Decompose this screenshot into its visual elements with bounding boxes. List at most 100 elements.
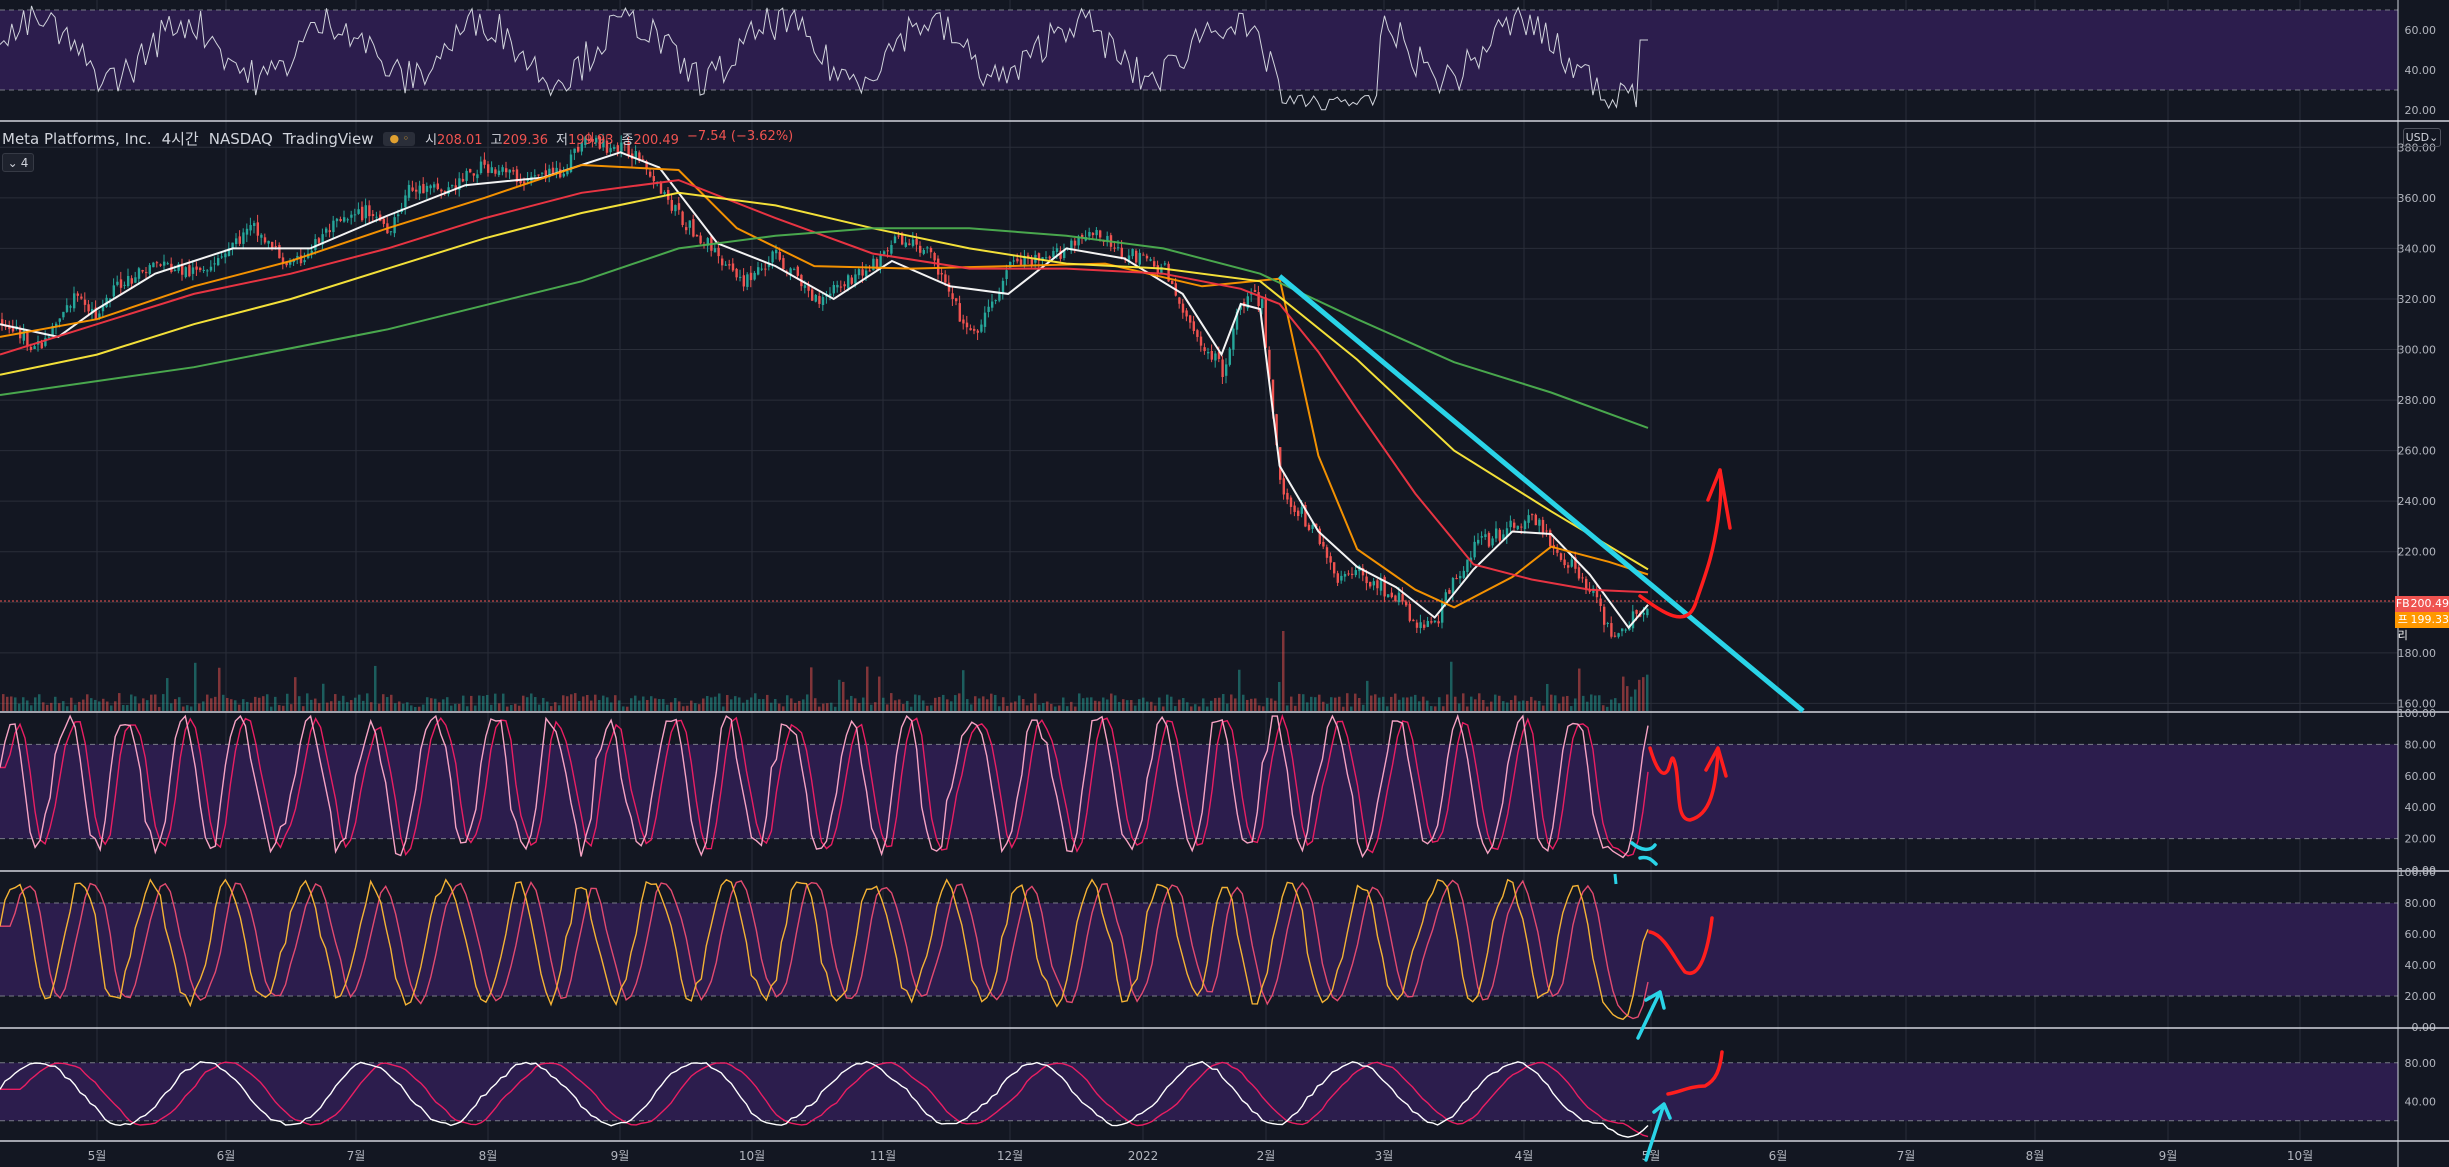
x-axis-tick-label: 5월 (88, 1149, 107, 1163)
cyan-arrow-annotation (1636, 990, 1666, 1040)
candle-body (1145, 255, 1149, 259)
candle-body (789, 268, 792, 274)
volume-bar (510, 705, 513, 711)
candle-body (271, 241, 274, 248)
volume-bar (390, 694, 393, 711)
volume-bar (1406, 697, 1409, 711)
symbol-name[interactable]: Meta Platforms, Inc. (2, 129, 152, 148)
candle-body (955, 298, 958, 302)
volume-bar (1478, 693, 1481, 711)
volume-bar (198, 703, 201, 711)
interval-label[interactable]: 4시간 (161, 130, 199, 148)
volume-bar (1386, 706, 1389, 711)
x-axis-tick-label: 4월 (1515, 1149, 1534, 1163)
candle-body (1261, 299, 1264, 309)
volume-bar (1614, 698, 1617, 711)
candle-body (685, 227, 688, 231)
volume-bar (890, 693, 893, 711)
candle-body (1297, 510, 1300, 517)
candle-body (317, 238, 321, 243)
volume-bar (1122, 699, 1125, 711)
candle-body (1556, 549, 1559, 553)
volume-bar (1526, 700, 1529, 711)
moving-average-line (0, 179, 1649, 594)
volume-bar (698, 704, 701, 711)
volume-bar (414, 706, 417, 711)
candle-body (843, 284, 846, 287)
volume-bar (1570, 706, 1573, 711)
volume-bar (618, 700, 621, 711)
x-axis-tick-label: 9월 (2159, 1149, 2178, 1163)
volume-bar (122, 704, 125, 711)
currency-selector[interactable]: USD ⌄ (2403, 128, 2441, 147)
volume-bar (1234, 698, 1237, 711)
volume-bar (578, 701, 581, 711)
candle-body (260, 234, 263, 238)
candle-body (1585, 578, 1588, 590)
candle-body (541, 172, 544, 174)
volume-bar (1418, 701, 1421, 711)
candle-body (29, 346, 33, 351)
cyan-mark-annotation (1630, 841, 1658, 866)
candle-body (73, 293, 76, 309)
volume-bar (446, 697, 449, 711)
candle-body (533, 175, 537, 177)
volume-bar (966, 699, 969, 711)
indicator-toggle-button[interactable]: ⌄ 4 (2, 153, 34, 172)
candle-body (1012, 260, 1015, 262)
volume-bar (1426, 700, 1429, 711)
volume-bar (694, 703, 697, 711)
volume-bar (814, 698, 817, 711)
candle-body (209, 266, 213, 271)
candle-body (1613, 635, 1617, 637)
candle-body (253, 223, 256, 227)
candle-body (1070, 240, 1073, 251)
volume-bar (734, 696, 737, 711)
status-dots-icon[interactable]: ● ◦ (383, 131, 416, 146)
moving-average-line (0, 163, 1649, 609)
volume-bar (42, 702, 45, 711)
volume-bar (918, 695, 921, 711)
candle-body (1318, 528, 1321, 544)
volume-bar (1538, 700, 1541, 711)
volume-bar (1178, 699, 1181, 711)
candle-body (1351, 573, 1354, 575)
volume-bar (2, 694, 5, 711)
rsi-line (0, 5, 1648, 111)
volume-bar (738, 697, 741, 711)
volume-bar (170, 703, 173, 711)
y-axis-tick-label: 280.00 (2398, 394, 2437, 407)
y-axis-tick-label: 80.00 (2405, 738, 2437, 751)
volume-bar (1214, 698, 1217, 711)
candle-body (404, 195, 407, 208)
volume-bar (1446, 694, 1449, 711)
candle-body (1603, 606, 1606, 625)
candle-body (699, 235, 702, 244)
volume-bar (1086, 697, 1089, 711)
volume-bar (1198, 706, 1201, 711)
volume-bar (214, 696, 217, 711)
volume-bar (654, 698, 657, 711)
y-axis-tick-label: 100.00 (2398, 707, 2437, 720)
volume-bar (1490, 701, 1493, 711)
x-axis-tick-label: 7월 (1897, 1149, 1916, 1163)
candle-body (1063, 249, 1066, 259)
trendline-drawing (1278, 274, 1805, 713)
candle-body (1113, 247, 1116, 249)
volume-bar (638, 700, 641, 711)
volume-bar (614, 695, 617, 711)
volume-bar (938, 696, 941, 711)
cyan-arrow-annotation (1644, 1102, 1672, 1162)
volume-bar (138, 703, 141, 711)
volume-bar (782, 706, 785, 711)
volume-bar (582, 696, 585, 711)
volume-bar (18, 703, 21, 711)
candle-body (947, 282, 951, 292)
volume-bar (330, 701, 333, 711)
volume-bar (810, 667, 813, 711)
red-arrow-annotation (1648, 916, 1714, 975)
candle-body (339, 219, 342, 221)
volume-bar (434, 698, 437, 711)
candle-body (451, 185, 454, 187)
